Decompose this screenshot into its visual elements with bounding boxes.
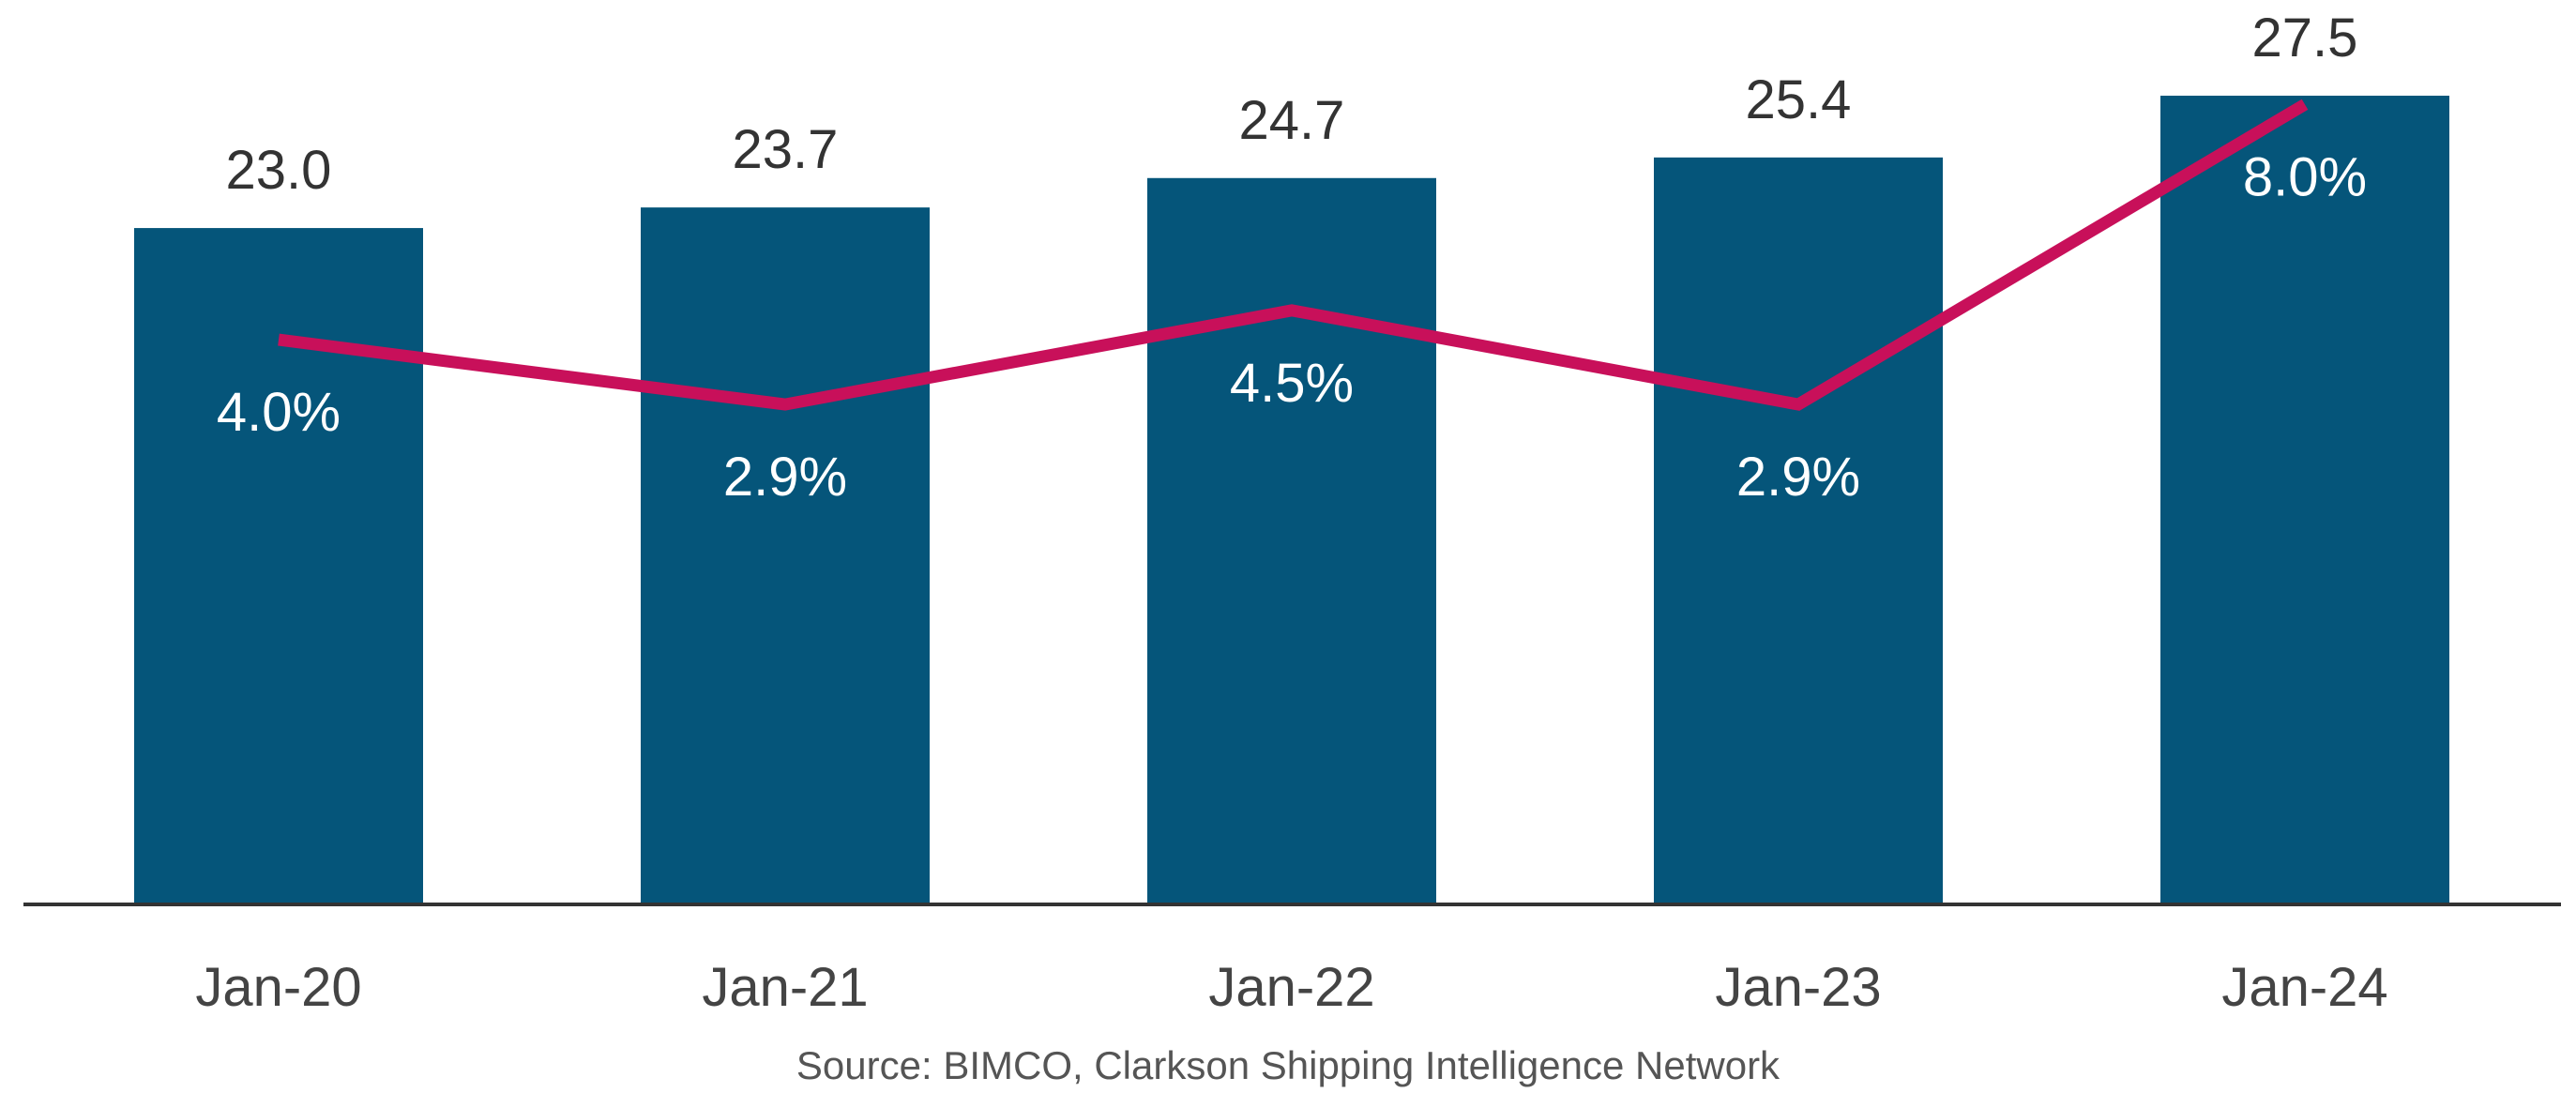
growth-label: 2.9% [723,447,847,508]
x-tick-label: Jan-23 [1715,957,1881,1018]
growth-label: 2.9% [1736,447,1860,508]
x-tick-label: Jan-20 [195,957,361,1018]
bars-group [134,96,2449,905]
bar-jan-24 [2160,96,2449,905]
growth-label: 4.5% [1230,353,1354,414]
bar-value-label: 27.5 [2252,8,2358,68]
x-tick-label: Jan-21 [702,957,868,1018]
x-tick-labels: Jan-20 Jan-21 Jan-22 Jan-23 Jan-24 [195,957,2387,1018]
bar-jan-23 [1654,157,1943,905]
growth-label: 8.0% [2243,146,2367,207]
growth-label: 4.0% [217,382,341,443]
bar-value-labels: 23.0 23.7 24.7 25.4 27.5 [226,8,2358,201]
x-tick-label: Jan-22 [1208,957,1374,1018]
growth-line [278,99,2309,411]
bar-value-label: 23.0 [226,140,332,201]
bar-value-label: 23.7 [733,119,839,180]
bar-jan-21 [641,207,930,905]
x-tick-label: Jan-24 [2221,957,2387,1018]
bar-value-label: 24.7 [1239,90,1345,151]
source-note: Source: BIMCO, Clarkson Shipping Intelli… [796,1043,1780,1087]
bar-jan-20 [134,228,423,904]
bar-value-label: 25.4 [1746,69,1852,130]
growth-labels: 4.0% 2.9% 4.5% 2.9% 8.0% [217,146,2367,508]
bar-jan-22 [1147,177,1436,904]
